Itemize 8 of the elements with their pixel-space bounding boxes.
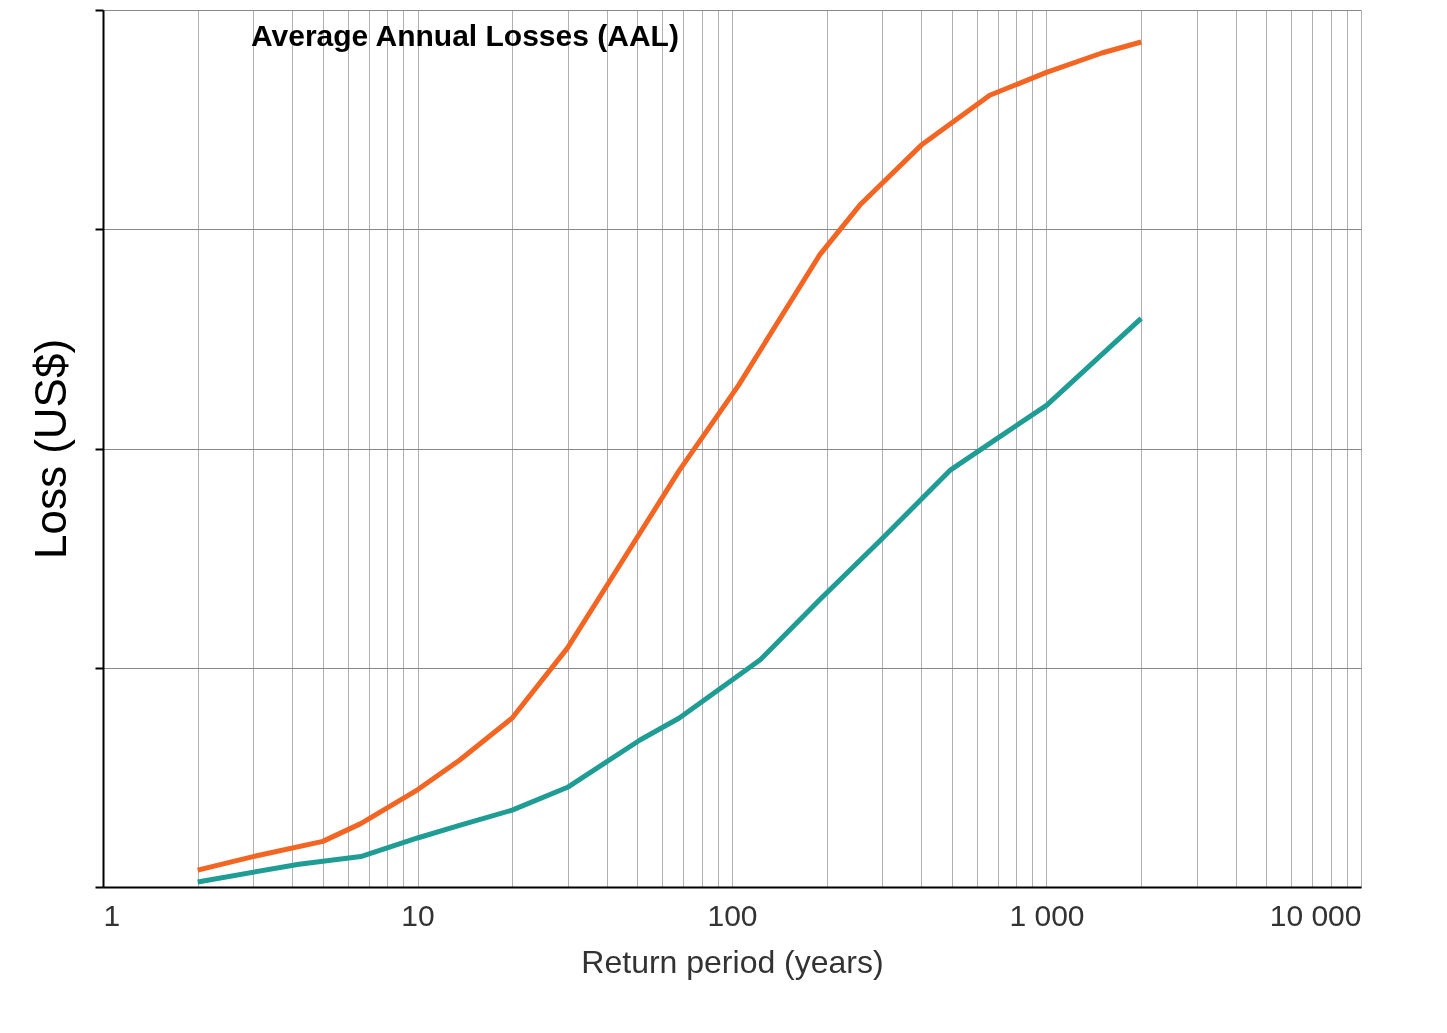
x-tick-label: 10 000 bbox=[1269, 898, 1362, 932]
x-tick-label: 1 bbox=[103, 898, 121, 932]
y-axis-title: Loss (US$) bbox=[25, 338, 75, 560]
x-axis-title: Return period (years) bbox=[581, 943, 884, 980]
x-tick-label: 1 000 bbox=[1009, 898, 1085, 932]
chart-title: Average Annual Losses (AAL) bbox=[251, 19, 679, 52]
x-tick-label: 10 bbox=[401, 898, 435, 932]
x-tick-label: 100 bbox=[707, 898, 758, 932]
